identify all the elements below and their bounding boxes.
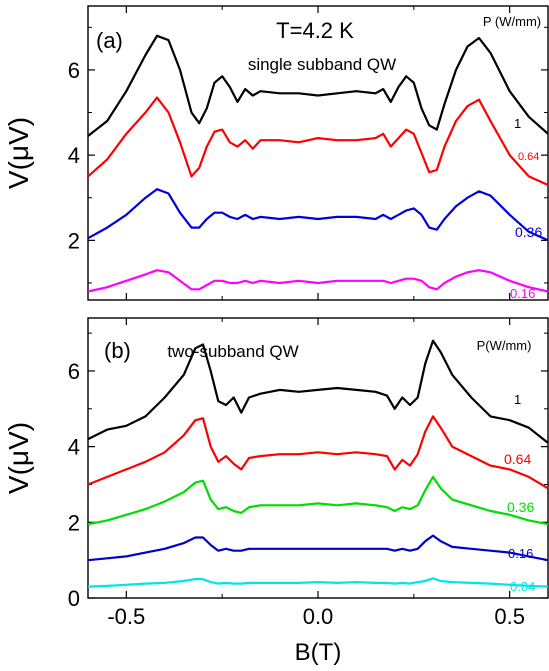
series-line xyxy=(87,475,549,526)
x-tick-label: -0.5 xyxy=(107,604,145,629)
legend-title: P (W/mm) xyxy=(483,14,541,29)
panel-label: (b) xyxy=(104,338,131,363)
series-line xyxy=(87,577,549,588)
y-tick-label: 2 xyxy=(68,228,80,253)
chart-title: T=4.2 K xyxy=(276,18,354,43)
y-axis-label: V(μV) xyxy=(3,422,34,494)
y-tick-label: 4 xyxy=(68,435,80,460)
y-axis-label: V(μV) xyxy=(3,117,34,189)
legend-title: P(W/mm) xyxy=(477,338,532,353)
panel-label: (a) xyxy=(96,28,123,53)
series-line xyxy=(87,269,549,293)
series-label: 1 xyxy=(514,116,521,131)
y-tick-label: 4 xyxy=(68,143,80,168)
series-line xyxy=(87,34,549,137)
series-line xyxy=(87,96,549,187)
chart-subtitle: single subband QW xyxy=(248,55,396,74)
y-tick-label: 2 xyxy=(68,510,80,535)
plot-frame xyxy=(87,5,549,301)
series-label: 0.04 xyxy=(510,579,535,594)
x-tick-label: 0.0 xyxy=(303,604,334,629)
x-axis-label: B(T) xyxy=(295,639,342,666)
series-label: 0.36 xyxy=(515,224,542,240)
y-tick-label: 6 xyxy=(68,58,80,83)
series-line xyxy=(87,415,549,490)
series-label: 0.16 xyxy=(510,286,535,301)
series-line xyxy=(87,188,549,242)
series-line xyxy=(87,534,549,562)
series-label: 0.64 xyxy=(504,451,531,467)
series-label: 1 xyxy=(514,392,521,407)
plot-frame xyxy=(87,317,549,599)
series-label: 0.16 xyxy=(508,546,533,561)
y-tick-label: 0 xyxy=(68,586,80,611)
series-label: 0.64 xyxy=(518,151,539,163)
y-tick-label: 6 xyxy=(68,359,80,384)
chart-subtitle: two-subband QW xyxy=(167,342,298,361)
series-line xyxy=(87,339,549,444)
series-label: 0.36 xyxy=(507,499,534,515)
x-tick-label: 0.5 xyxy=(494,604,525,629)
